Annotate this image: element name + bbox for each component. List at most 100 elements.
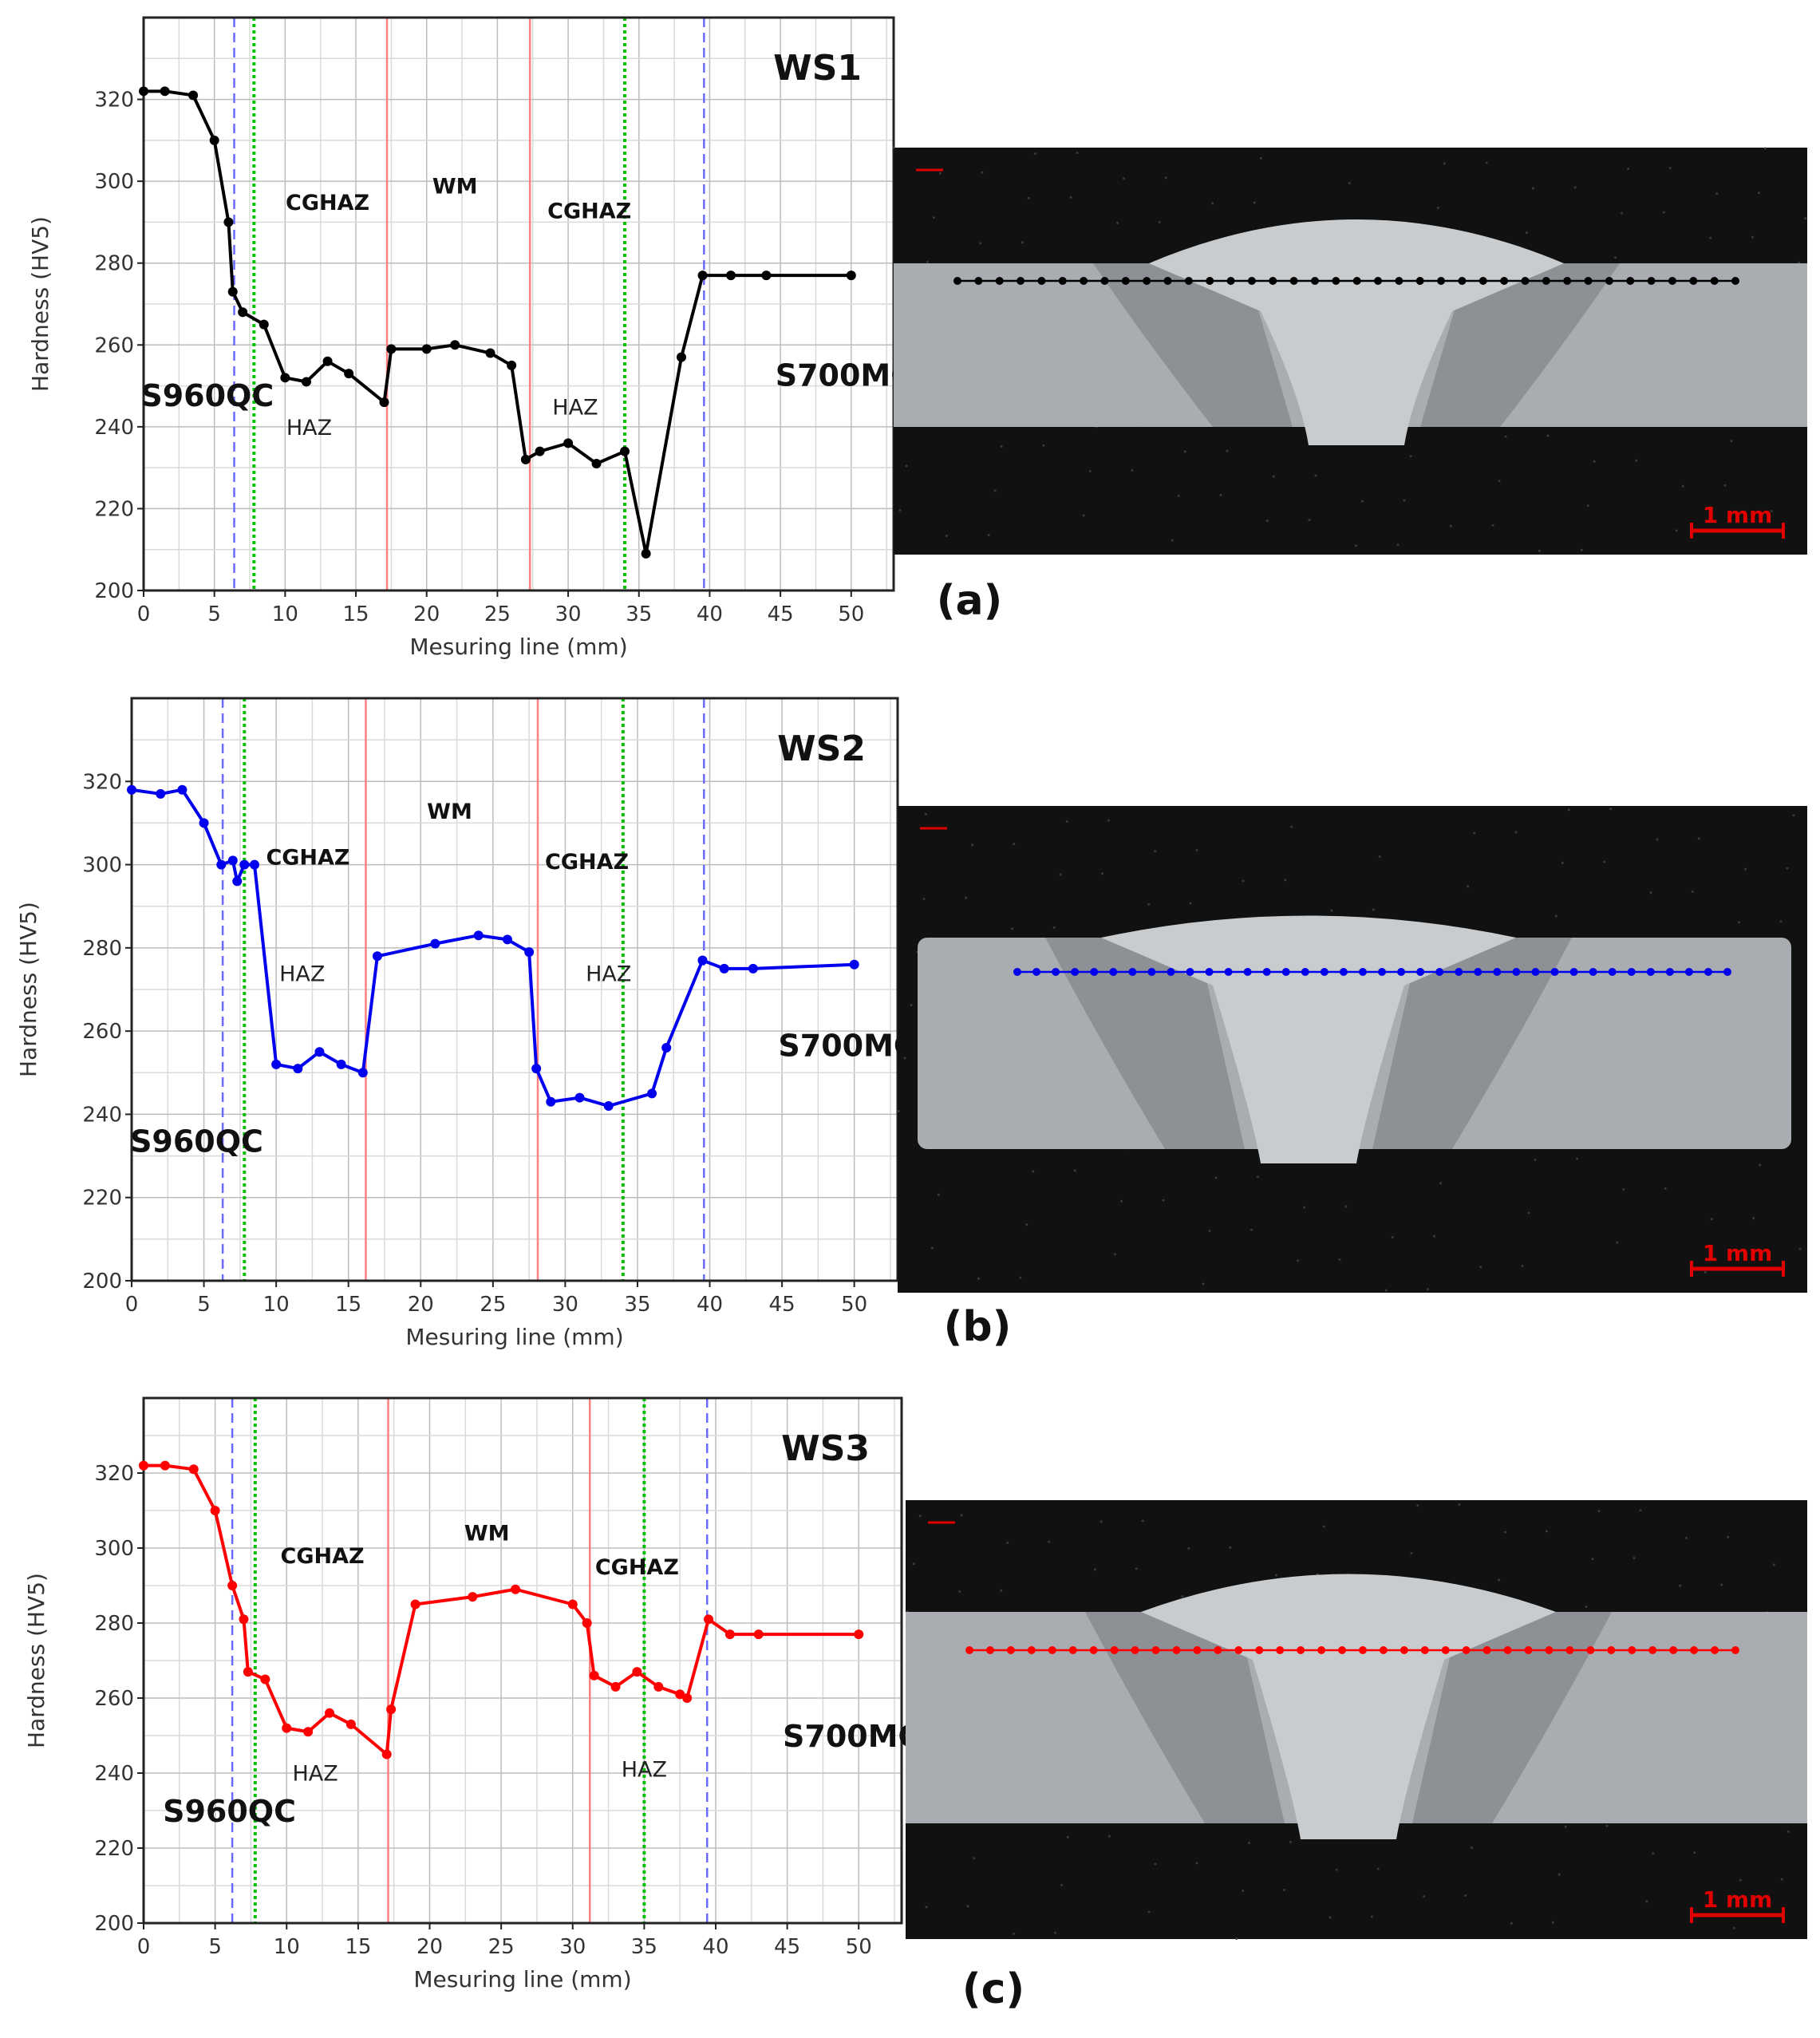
hardness-data-point [336, 1059, 346, 1069]
background-speckle [1195, 849, 1198, 852]
hardness-data-point [280, 373, 290, 383]
hardness-data-point [209, 135, 219, 145]
background-speckle [1443, 162, 1446, 165]
hardness-data-point [249, 859, 259, 870]
background-speckle [918, 1515, 922, 1518]
indent-marker [1586, 1646, 1595, 1654]
background-speckle [1208, 1230, 1211, 1233]
zone-annotation: HAZ [586, 962, 631, 987]
background-speckle [1248, 1842, 1251, 1845]
indent-marker [1131, 1646, 1139, 1654]
background-speckle [1727, 1535, 1730, 1538]
hardness-data-point [641, 548, 651, 559]
background-speckle [1019, 1276, 1022, 1279]
indent-marker [1711, 1646, 1719, 1654]
hardness-data-point [227, 286, 238, 297]
indent-marker [1524, 1646, 1533, 1654]
hardness-data-point [724, 1629, 735, 1640]
zone-annotation: WM [432, 175, 478, 199]
haz-right [1412, 1612, 1612, 1823]
background-speckle [1250, 1228, 1253, 1231]
indent-marker [1493, 968, 1502, 976]
x-axis-title: Mesuring line (mm) [413, 1966, 631, 1993]
background-speckle [1591, 1558, 1594, 1561]
hardness-data-point [227, 1581, 238, 1590]
background-speckle [1235, 1937, 1238, 1940]
hardness-data-point [761, 271, 772, 281]
hardness-data-point [301, 377, 311, 387]
hardness-data-point [468, 1592, 478, 1602]
background-speckle [1073, 1169, 1076, 1172]
background-speckle [1027, 196, 1030, 199]
background-speckle [979, 242, 982, 245]
y-tick-label: 220 [94, 497, 134, 521]
y-tick-label: 240 [94, 416, 134, 440]
background-speckle [1101, 872, 1103, 875]
background-speckle [1076, 152, 1079, 155]
y-tick-label: 280 [94, 252, 134, 276]
hardness-data-point [386, 1704, 397, 1715]
weld-macrograph-2: 1 mm [897, 806, 1807, 1293]
indent-marker [1080, 277, 1088, 285]
indent-marker [1542, 277, 1550, 285]
y-tick-label: 200 [94, 1912, 134, 1936]
background-speckle [1410, 1552, 1413, 1555]
background-speckle [1416, 1504, 1419, 1507]
hardness-data-point [704, 1614, 714, 1625]
background-speckle [987, 534, 990, 537]
background-speckle [1006, 1541, 1009, 1544]
background-speckle [1605, 1824, 1609, 1827]
background-speckle [1308, 519, 1311, 522]
hardness-data-point [591, 459, 602, 469]
zone-annotation: CGHAZ [595, 1555, 679, 1580]
background-speckle [1107, 819, 1110, 822]
hardness-data-point [239, 859, 250, 870]
x-tick-label: 30 [552, 1293, 578, 1317]
background-speckle [910, 1003, 913, 1006]
indent-marker [1206, 277, 1214, 285]
x-tick-label: 10 [272, 602, 298, 626]
background-speckle [1738, 921, 1740, 924]
x-tick-label: 5 [197, 1293, 211, 1317]
hardness-data-point [239, 1614, 249, 1625]
background-speckle [966, 1905, 969, 1908]
background-speckle [1335, 1868, 1338, 1871]
indent-marker [1255, 1646, 1264, 1654]
background-speckle [1123, 177, 1126, 180]
background-speckle [1423, 1895, 1426, 1898]
indent-marker [1731, 277, 1739, 285]
indent-marker [1006, 1646, 1015, 1654]
indent-marker [1338, 1646, 1347, 1654]
hardness-data-point [238, 307, 248, 318]
hardness-data-point [223, 217, 234, 227]
background-speckle [892, 146, 895, 149]
x-axis-title: Mesuring line (mm) [405, 1324, 623, 1350]
indent-marker [1205, 968, 1214, 976]
background-speckle [1131, 468, 1134, 472]
background-speckle [1715, 192, 1719, 196]
background-speckle [1348, 181, 1351, 184]
x-tick-label: 20 [408, 1293, 434, 1317]
x-tick-label: 10 [274, 1935, 300, 1959]
x-tick-label: 5 [207, 602, 221, 626]
background-speckle [1093, 1568, 1096, 1571]
indent-marker [1310, 277, 1319, 285]
indent-marker [1358, 1646, 1367, 1654]
indent-marker [1151, 1646, 1160, 1654]
indent-marker [1339, 968, 1348, 976]
background-speckle [1265, 519, 1269, 523]
background-speckle [1586, 504, 1589, 508]
hardness-data-point [357, 1068, 368, 1078]
background-speckle [1645, 1900, 1648, 1903]
background-speckle [1328, 1916, 1332, 1919]
y-tick-label: 200 [82, 1270, 122, 1293]
hardness-data-point [156, 788, 166, 799]
background-speckle [930, 1246, 934, 1250]
y-tick-label: 280 [94, 1612, 134, 1636]
indent-marker [1089, 1646, 1098, 1654]
background-speckle [1662, 211, 1665, 214]
indent-marker [1704, 968, 1712, 976]
background-speckle [1013, 1932, 1016, 1935]
background-speckle [1464, 1894, 1467, 1898]
grid-lines [143, 1397, 902, 1924]
